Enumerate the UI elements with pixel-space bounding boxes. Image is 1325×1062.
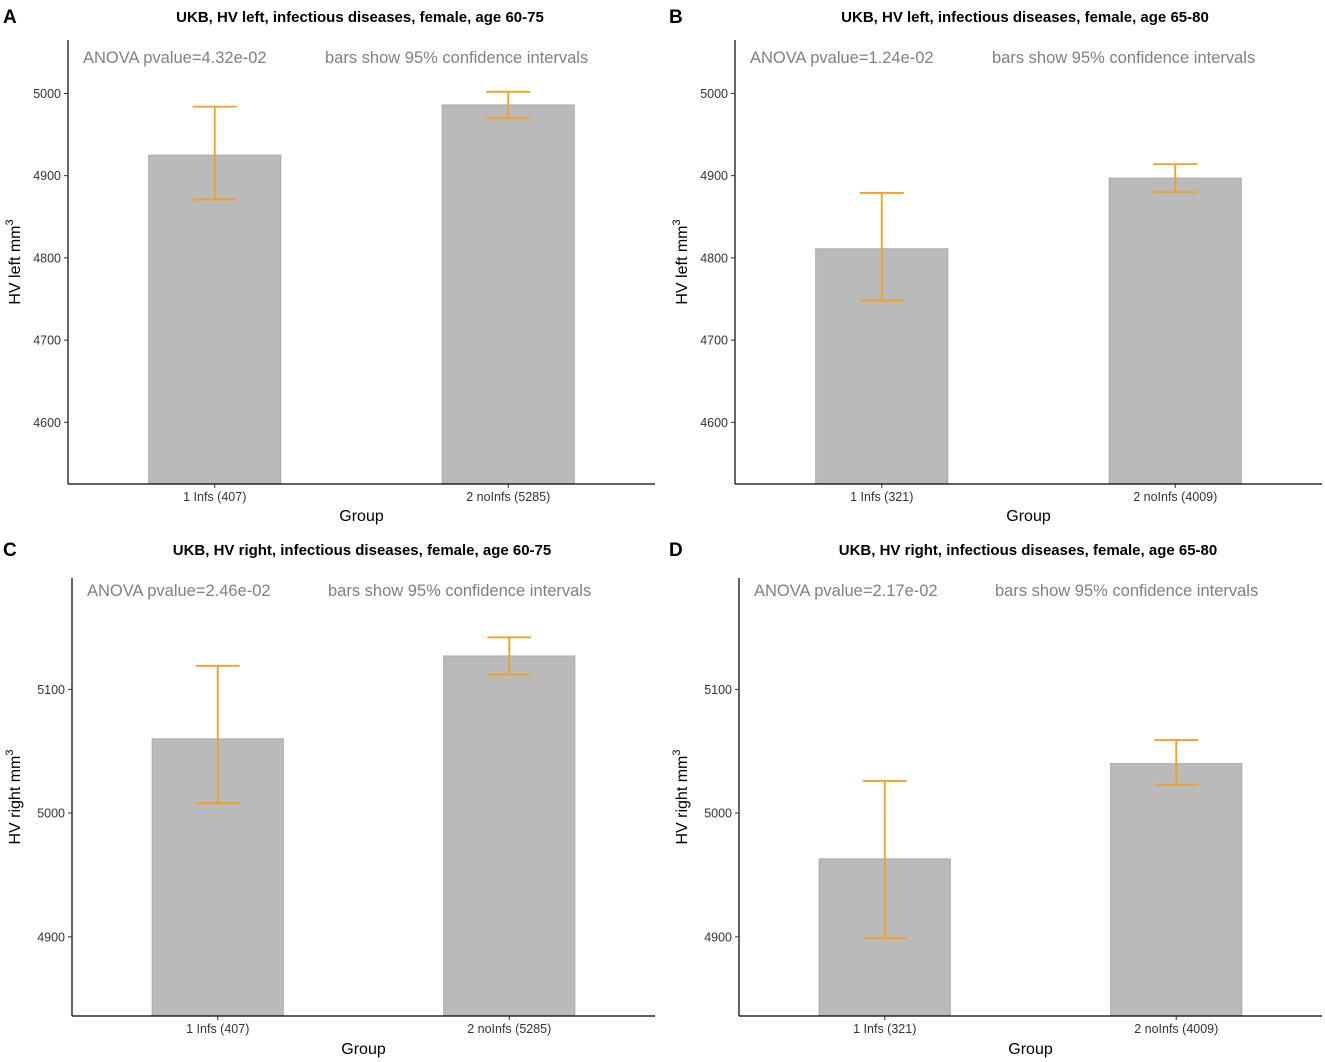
- chart-panel-a: A UKB, HV left, infectious diseases, fema…: [3, 7, 655, 525]
- panel-label: B: [669, 7, 683, 28]
- bar-2: [441, 104, 575, 485]
- y-axis-title-main: HV left mm: [674, 226, 691, 305]
- y-tick-label: 4700: [33, 334, 61, 348]
- y-tick-label: 4900: [33, 169, 61, 183]
- x-tick-label: 2 noInfs (5285): [466, 490, 550, 504]
- y-axis-title-sup: 3: [4, 749, 16, 755]
- y-tick-label: 4700: [700, 334, 728, 348]
- y-tick-label: 4600: [700, 416, 728, 430]
- y-axis-title-main: HV left mm: [7, 226, 24, 305]
- bar-2: [443, 655, 576, 1017]
- x-tick-label: 2 noInfs (4009): [1133, 490, 1217, 504]
- x-axis-title: Group: [339, 508, 384, 525]
- panel-label: D: [669, 540, 683, 561]
- x-axis-title: Group: [341, 1041, 386, 1058]
- chart-title: UKB, HV right, infectious diseases, fema…: [839, 542, 1217, 559]
- y-axis-title-main: HV right mm: [674, 756, 691, 845]
- bar-2: [1108, 177, 1242, 485]
- y-tick-label: 4600: [33, 416, 61, 430]
- x-tick-label: 1 Infs (321): [850, 490, 913, 504]
- anova-pvalue: ANOVA pvalue=2.17e-02: [754, 582, 938, 600]
- x-tick-label: 1 Infs (321): [853, 1022, 916, 1036]
- x-tick-label: 2 noInfs (4009): [1134, 1022, 1218, 1036]
- chart-panel-c: C UKB, HV right, infectious diseases, fem…: [3, 540, 655, 1058]
- y-axis-title: HV left mm3: [4, 219, 24, 304]
- chart-panel-b: B UKB, HV left, infectious diseases, fema…: [669, 7, 1322, 525]
- x-tick-label: 1 Infs (407): [186, 1022, 249, 1036]
- y-tick-label: 4800: [33, 251, 61, 265]
- anova-pvalue: ANOVA pvalue=1.24e-02: [750, 49, 934, 67]
- y-tick-label: 4900: [700, 169, 728, 183]
- chart-panel-d: D UKB, HV right, infectious diseases, fem…: [669, 540, 1322, 1058]
- anova-pvalue: ANOVA pvalue=2.46e-02: [87, 582, 271, 600]
- y-tick-label: 5000: [700, 87, 728, 101]
- chart-title: UKB, HV right, infectious diseases, fema…: [173, 542, 551, 559]
- y-axis-title: HV right mm3: [671, 749, 691, 844]
- x-tick-label: 1 Infs (407): [183, 490, 246, 504]
- y-tick-label: 5000: [37, 807, 65, 821]
- y-tick-label: 5100: [704, 683, 732, 697]
- y-axis-title: HV right mm3: [4, 749, 24, 844]
- bar-2: [1110, 763, 1243, 1017]
- y-tick-label: 4900: [704, 930, 732, 944]
- y-tick-label: 5000: [33, 87, 61, 101]
- y-tick-label: 5000: [704, 807, 732, 821]
- x-axis-title: Group: [1006, 508, 1051, 525]
- bar-1: [148, 154, 282, 485]
- y-axis-title-sup: 3: [671, 219, 683, 225]
- y-axis-title-sup: 3: [671, 749, 683, 755]
- y-tick-label: 4900: [37, 930, 65, 944]
- y-axis-title: HV left mm3: [671, 219, 691, 304]
- y-tick-label: 5100: [37, 683, 65, 697]
- ci-note: bars show 95% confidence intervals: [992, 49, 1255, 67]
- ci-note: bars show 95% confidence intervals: [328, 582, 591, 600]
- x-axis-title: Group: [1008, 1041, 1053, 1058]
- ci-note: bars show 95% confidence intervals: [995, 582, 1258, 600]
- y-axis-title-sup: 3: [4, 219, 16, 225]
- anova-pvalue: ANOVA pvalue=4.32e-02: [83, 49, 267, 67]
- panel-label: C: [3, 540, 17, 561]
- y-axis-title-main: HV right mm: [7, 756, 24, 845]
- y-tick-label: 4800: [700, 251, 728, 265]
- chart-title: UKB, HV left, infectious diseases, femal…: [176, 9, 544, 26]
- x-tick-label: 2 noInfs (5285): [467, 1022, 551, 1036]
- chart-title: UKB, HV left, infectious diseases, femal…: [841, 9, 1209, 26]
- ci-note: bars show 95% confidence intervals: [325, 49, 588, 67]
- panel-label: A: [3, 7, 17, 28]
